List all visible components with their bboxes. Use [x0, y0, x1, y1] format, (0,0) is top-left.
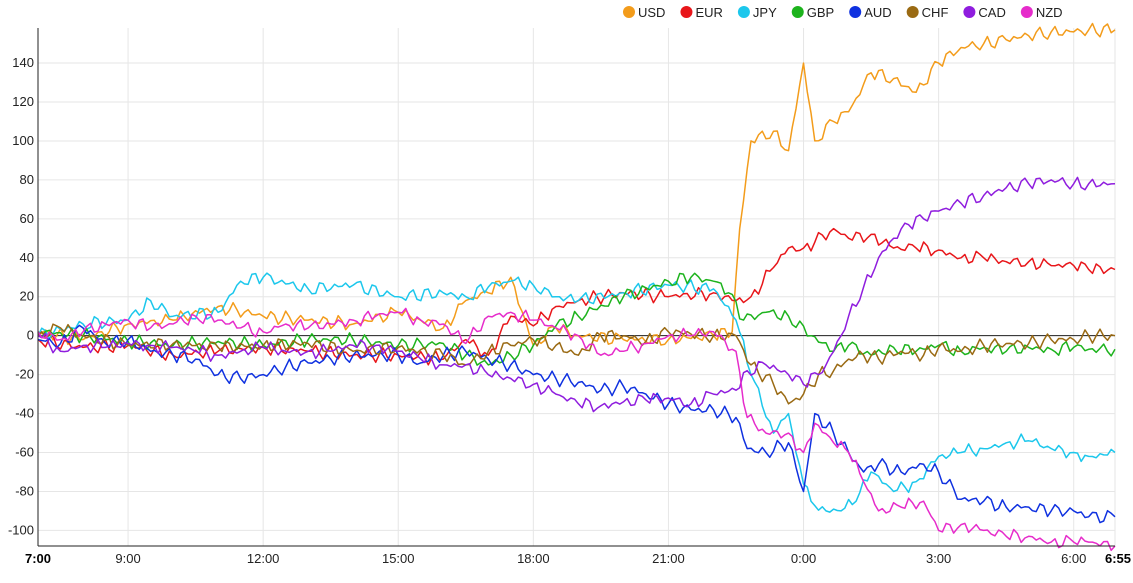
series-line-gbp: [37, 272, 1116, 366]
legend-swatch: [906, 6, 919, 18]
legend[interactable]: USD EUR JPY GBP AUD CHF CAD NZD: [623, 5, 1063, 20]
series-line-aud: [37, 324, 1116, 524]
x-axis-tick-labels: 7:00 9:00 12:00 15:00 18:00 21:00 0:00 3:00 6:00…: [25, 551, 1131, 566]
y-axis-tick-labels: -100 -80 -60 -40 -20 0 20 40 60 80 100 120 140: [8, 55, 34, 537]
legend-swatch: [737, 6, 750, 18]
legend-label: JPY: [753, 5, 777, 20]
series-line-cad: [37, 176, 1116, 413]
series-line-chf: [37, 323, 1116, 405]
x-tick-label: 18:00: [517, 551, 550, 566]
legend-swatch: [963, 6, 976, 18]
legend-label: GBP: [807, 5, 834, 20]
y-tick-label: 100: [12, 133, 34, 148]
y-tick-label: 0: [27, 328, 34, 343]
legend-label: NZD: [1036, 5, 1063, 20]
x-tick-label: 0:00: [791, 551, 816, 566]
legend-label: AUD: [864, 5, 891, 20]
y-tick-label: 40: [20, 250, 34, 265]
legend-label: CHF: [922, 5, 949, 20]
legend-item-usd[interactable]: USD: [623, 5, 665, 20]
series-lines: [37, 22, 1116, 552]
x-tick-label: 12:00: [247, 551, 280, 566]
legend-label: USD: [638, 5, 665, 20]
legend-label: EUR: [695, 5, 722, 20]
legend-swatch: [680, 6, 693, 18]
grid-lines: [37, 28, 1116, 546]
y-tick-label: 60: [20, 211, 34, 226]
x-tick-label: 7:00: [25, 551, 51, 566]
y-tick-label: 140: [12, 55, 34, 70]
legend-swatch: [1020, 6, 1033, 18]
legend-item-jpy[interactable]: JPY: [737, 5, 777, 20]
legend-item-chf[interactable]: CHF: [906, 5, 949, 20]
x-tick-label: 21:00: [652, 551, 685, 566]
legend-swatch: [623, 6, 635, 18]
legend-item-nzd[interactable]: NZD: [1020, 5, 1063, 20]
legend-label: CAD: [978, 5, 1005, 20]
y-tick-label: 80: [20, 172, 34, 187]
y-tick-label: -40: [15, 406, 34, 421]
y-tick-label: 120: [12, 94, 34, 109]
axes: [37, 28, 1115, 547]
x-tick-label: 3:00: [926, 551, 951, 566]
y-tick-label: -80: [15, 483, 34, 498]
y-tick-label: -60: [15, 445, 34, 460]
y-tick-label: -100: [8, 522, 34, 537]
x-tick-label: 6:55: [1105, 551, 1131, 566]
series-line-nzd: [37, 307, 1116, 552]
x-tick-label: 15:00: [382, 551, 415, 566]
legend-swatch: [791, 6, 804, 18]
legend-item-eur[interactable]: EUR: [680, 5, 723, 20]
x-tick-label: 9:00: [115, 551, 140, 566]
legend-item-aud[interactable]: AUD: [849, 5, 892, 20]
y-tick-label: 20: [20, 289, 34, 304]
legend-item-cad[interactable]: CAD: [963, 5, 1006, 20]
legend-item-gbp[interactable]: GBP: [791, 5, 834, 20]
legend-swatch: [849, 6, 862, 18]
y-tick-label: -20: [15, 367, 34, 382]
series-line-jpy: [37, 272, 1116, 513]
x-tick-label: 6:00: [1061, 551, 1086, 566]
